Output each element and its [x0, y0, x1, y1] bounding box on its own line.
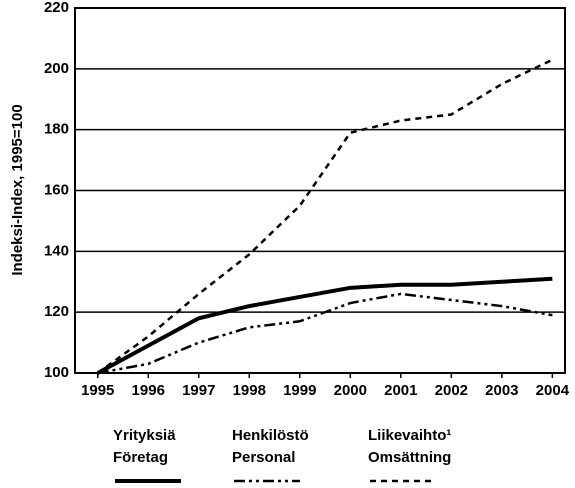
x-tick-label: 2002: [435, 382, 468, 399]
y-tick-label: 180: [44, 121, 69, 138]
y-tick-label: 120: [44, 303, 69, 320]
legend-label: Henkilöstö Personal: [232, 427, 309, 466]
x-tick-label: 2001: [384, 382, 417, 399]
x-tick-label: 2003: [485, 382, 518, 399]
y-tick-label: 100: [44, 364, 69, 381]
legend-label: Liikevaihto¹ Omsättning: [368, 427, 452, 466]
legend-label: Yrityksiä Företag: [113, 427, 176, 466]
y-tick-label: 220: [44, 0, 69, 16]
x-tick-label: 1999: [283, 382, 316, 399]
plot-frame: [74, 7, 566, 374]
x-tick-label: 2004: [536, 382, 570, 399]
x-tick-label: 1996: [132, 382, 165, 399]
series-line: [96, 276, 553, 375]
x-tick-label: 2000: [334, 382, 367, 399]
y-tick-label: 160: [44, 181, 69, 198]
y-axis-label: Indeksi-Index, 1995=100: [9, 104, 26, 275]
series-line: [97, 292, 553, 375]
x-tick-label: 1995: [81, 382, 114, 399]
y-tick-label: 140: [44, 242, 69, 259]
series-line: [96, 58, 553, 375]
y-tick-label: 200: [44, 60, 69, 77]
x-tick-label: 1998: [233, 382, 266, 399]
x-tick-label: 1997: [182, 382, 215, 399]
